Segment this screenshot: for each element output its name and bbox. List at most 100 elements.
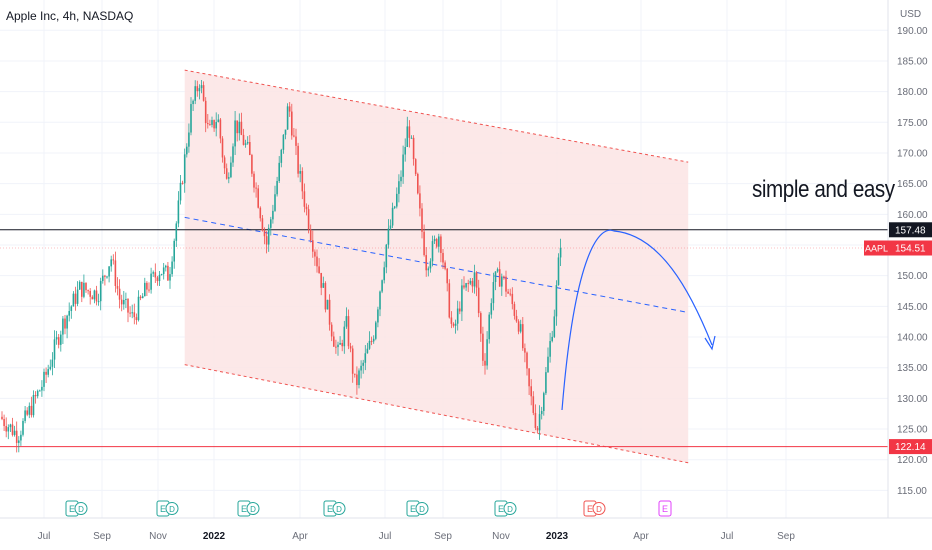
price-axis[interactable]: 115.00 120.00 125.00 130.00 135.00 140.00 145.… xyxy=(887,0,928,518)
candle-body xyxy=(417,173,419,194)
candle-body xyxy=(125,298,127,300)
candle-body xyxy=(444,262,446,269)
candle-body xyxy=(522,324,524,349)
dividend-marker[interactable] xyxy=(165,502,179,515)
earnings-marker[interactable] xyxy=(658,500,672,517)
candle-body xyxy=(177,200,180,224)
candle-body xyxy=(20,434,22,441)
candle-body xyxy=(551,336,553,342)
candle-body xyxy=(137,296,140,321)
candle-body xyxy=(412,137,415,160)
projection-arrow[interactable] xyxy=(561,229,716,411)
candle-body xyxy=(265,236,268,245)
channel-upper-line[interactable] xyxy=(184,69,689,163)
candle-body xyxy=(402,154,404,177)
candle-body xyxy=(11,424,14,435)
earnings-marker-label: E xyxy=(69,504,75,514)
candle-body xyxy=(425,255,427,271)
candle-body xyxy=(496,269,499,272)
candle-body xyxy=(375,322,377,339)
candle-body xyxy=(106,276,108,278)
candle-body xyxy=(469,280,472,284)
candle-body xyxy=(379,291,381,310)
candle-body xyxy=(385,244,388,268)
candle-body xyxy=(51,359,54,367)
candle-body xyxy=(209,124,211,126)
candle-body xyxy=(196,86,199,92)
price-tick-label: 145.00 xyxy=(897,302,928,313)
candle-body xyxy=(358,370,360,386)
candle-body xyxy=(431,241,434,262)
candle-body xyxy=(326,299,329,310)
candle-body xyxy=(368,340,371,349)
channel-fill[interactable] xyxy=(184,70,689,463)
candle-body xyxy=(215,121,217,129)
candle-body xyxy=(324,283,327,310)
candle-body xyxy=(211,120,213,125)
candle-body xyxy=(228,177,230,179)
candle-body xyxy=(406,126,409,147)
candle-body xyxy=(173,240,175,262)
candle-body xyxy=(181,182,184,184)
candle-body xyxy=(64,318,66,329)
dividend-marker[interactable] xyxy=(592,502,606,515)
dividend-marker-label: D xyxy=(419,505,425,514)
candle-body xyxy=(183,154,186,184)
candle-body xyxy=(555,285,558,317)
candle-body xyxy=(186,146,188,155)
price-tick-label: 130.00 xyxy=(897,394,928,405)
candle-body xyxy=(351,348,354,374)
candle-body xyxy=(160,274,163,276)
candle-body xyxy=(530,386,532,397)
projection-curve[interactable] xyxy=(561,229,713,411)
candle-body xyxy=(221,138,224,158)
dividend-marker[interactable] xyxy=(415,502,429,515)
candle-body xyxy=(515,315,518,322)
earnings-marker-label: E xyxy=(587,504,593,514)
candle-body xyxy=(526,352,528,369)
candle-body xyxy=(217,119,220,122)
candle-body xyxy=(435,238,438,247)
candle-body xyxy=(360,365,362,371)
candle-body xyxy=(343,326,346,347)
projection-arrowhead[interactable] xyxy=(704,335,716,351)
annotation-text[interactable]: simple and easy xyxy=(752,176,895,203)
candle-body xyxy=(15,430,18,443)
candle-body xyxy=(133,312,136,318)
candle-body xyxy=(349,346,352,349)
regression-channel[interactable] xyxy=(184,69,689,464)
candle-body xyxy=(244,143,247,145)
candle-body xyxy=(255,187,257,189)
time-tick-label: 2023 xyxy=(546,531,569,542)
candle-body xyxy=(410,137,413,139)
candle-body xyxy=(486,339,488,366)
symbol-title[interactable]: Apple Inc, 4h, NASDAQ xyxy=(6,9,134,23)
price-tick-label: 175.00 xyxy=(897,118,928,129)
dividend-marker-label: D xyxy=(78,505,84,514)
candle-body xyxy=(22,420,24,435)
candle-body xyxy=(175,223,178,241)
candle-body xyxy=(192,100,194,105)
candle-body xyxy=(456,308,459,324)
candle-body xyxy=(110,259,112,267)
candle-body xyxy=(263,230,266,237)
dividend-marker[interactable] xyxy=(246,502,260,515)
dividend-marker-label: D xyxy=(507,505,513,514)
time-axis[interactable]: Jul Sep Nov 2022 Apr Jul Sep Nov 2023 Apr Jul Sep xyxy=(0,517,932,542)
horizontal-lines[interactable] xyxy=(0,229,888,448)
price-tick-label: 115.00 xyxy=(897,486,927,497)
candle-body xyxy=(45,371,47,375)
dividend-marker[interactable] xyxy=(332,502,346,515)
candle-body xyxy=(408,126,411,138)
dividend-marker[interactable] xyxy=(74,502,88,515)
symbol-tag xyxy=(864,240,889,256)
candle-body xyxy=(341,342,343,347)
candle-body xyxy=(547,356,549,373)
candle-body xyxy=(503,276,505,278)
candle-body xyxy=(543,393,545,411)
candle-body xyxy=(471,280,474,287)
dividend-marker[interactable] xyxy=(503,502,517,515)
time-tick-label: Apr xyxy=(292,531,308,542)
